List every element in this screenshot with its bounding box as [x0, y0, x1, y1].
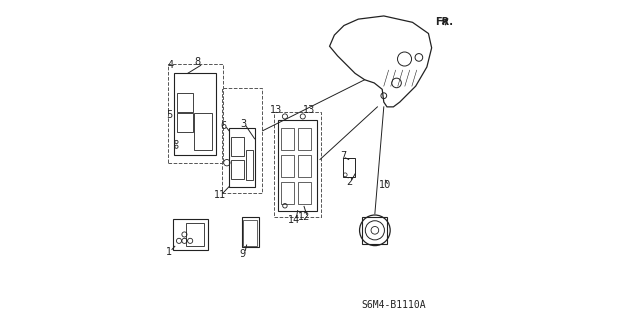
Text: S6M4-B1110A: S6M4-B1110A	[361, 300, 426, 310]
Bar	[298, 155, 311, 177]
Bar	[231, 160, 244, 179]
Text: 8: 8	[194, 57, 200, 67]
Bar	[281, 128, 294, 150]
Bar	[298, 128, 311, 150]
Bar	[229, 128, 255, 187]
Bar	[242, 217, 259, 247]
Bar	[298, 182, 311, 204]
Text: 13: 13	[270, 105, 282, 115]
Text: 5: 5	[166, 110, 173, 120]
Bar	[177, 93, 193, 112]
Bar	[343, 158, 355, 177]
Text: FR.: FR.	[435, 17, 453, 27]
Text: 7: 7	[340, 151, 346, 161]
Text: 1: 1	[166, 247, 173, 257]
Bar	[231, 137, 244, 156]
Bar	[243, 220, 257, 246]
Bar	[186, 223, 204, 246]
Bar	[173, 219, 208, 250]
Bar	[168, 64, 223, 163]
Text: 12: 12	[298, 212, 310, 222]
Text: 2: 2	[346, 177, 353, 187]
Text: 9: 9	[240, 249, 246, 259]
Bar	[174, 73, 216, 155]
Bar	[194, 113, 212, 150]
Text: 6: 6	[221, 121, 227, 131]
Text: 14: 14	[288, 215, 300, 225]
Text: 10: 10	[379, 180, 391, 190]
Bar	[177, 113, 193, 132]
Bar	[222, 88, 262, 193]
Bar	[281, 155, 294, 177]
Text: 4: 4	[168, 60, 174, 70]
Bar	[246, 150, 253, 180]
Bar	[362, 217, 387, 244]
Bar	[278, 120, 317, 211]
Bar	[275, 112, 321, 217]
Text: 3: 3	[241, 119, 246, 130]
Text: 11: 11	[214, 189, 227, 200]
Text: 13: 13	[303, 105, 315, 115]
Bar	[281, 182, 294, 204]
